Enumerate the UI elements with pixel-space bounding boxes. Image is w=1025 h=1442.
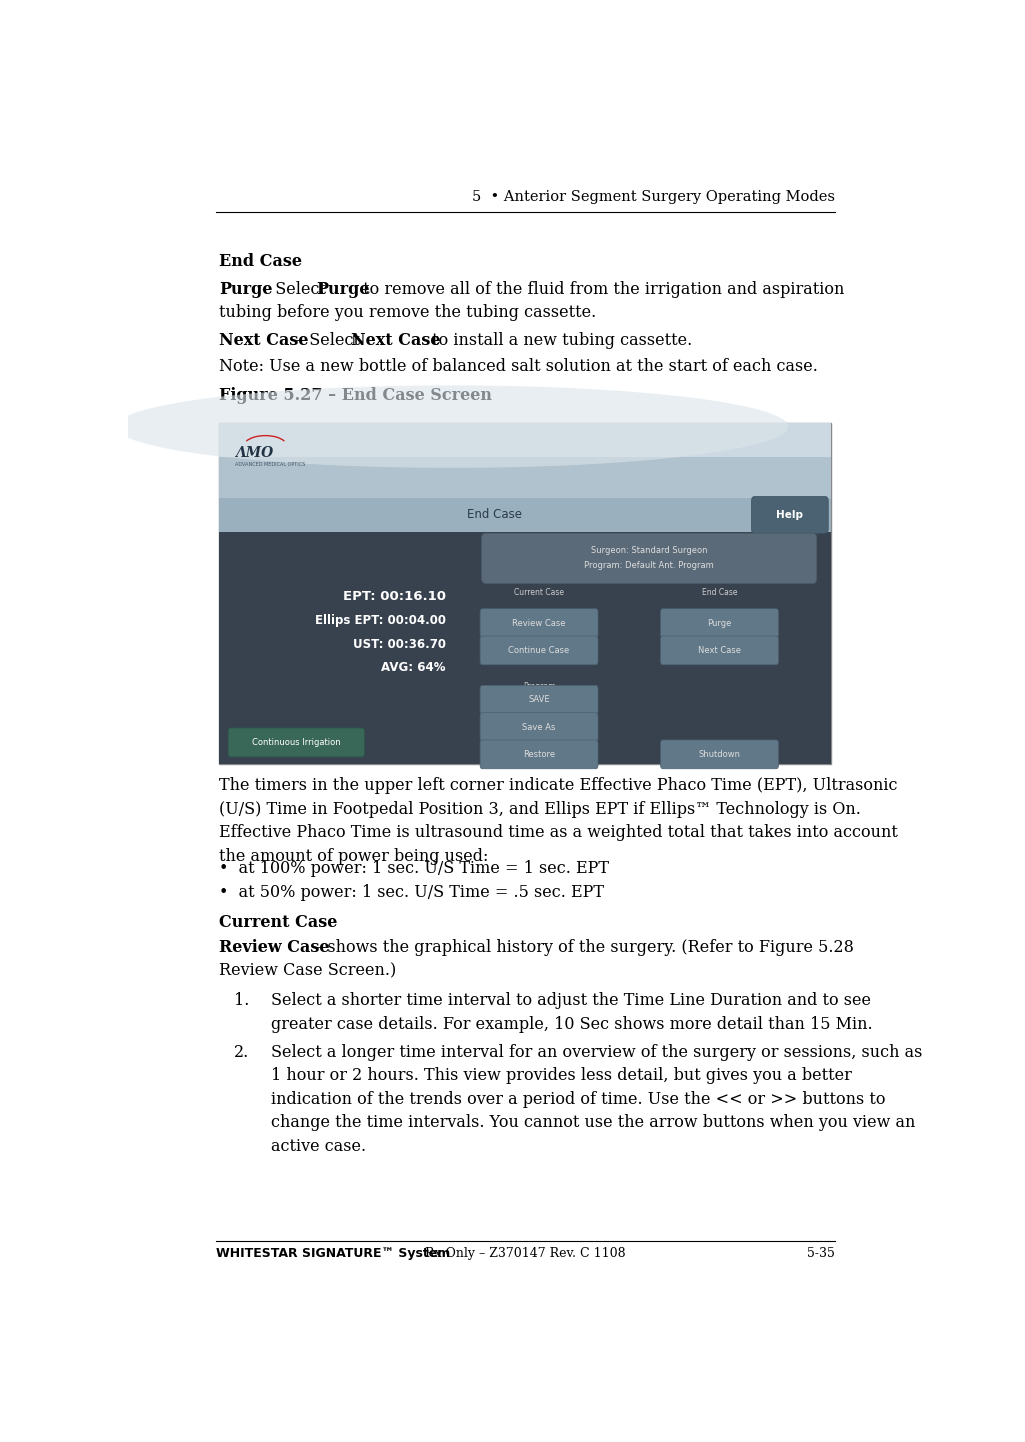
Text: WHITESTAR SIGNATURE™ System: WHITESTAR SIGNATURE™ System [215, 1247, 450, 1260]
FancyBboxPatch shape [660, 636, 778, 665]
Text: 5  • Anterior Segment Surgery Operating Modes: 5 • Anterior Segment Surgery Operating M… [473, 190, 835, 205]
Bar [219, 423, 831, 457]
Text: tubing before you remove the tubing cassette.: tubing before you remove the tubing cass… [219, 304, 597, 322]
Bar [219, 457, 831, 497]
Text: Next Case: Next Case [698, 646, 741, 655]
Text: Current Case: Current Case [515, 588, 564, 597]
Text: Program: Default Ant. Program: Program: Default Ant. Program [584, 561, 714, 570]
Text: Purge: Purge [317, 281, 370, 297]
FancyBboxPatch shape [229, 728, 364, 757]
Text: Shutdown: Shutdown [698, 750, 740, 758]
Text: End Case: End Case [467, 509, 522, 522]
Bar [219, 497, 831, 532]
FancyBboxPatch shape [482, 534, 817, 584]
Text: End Case: End Case [219, 252, 302, 270]
Text: Review Case: Review Case [219, 939, 330, 956]
Text: Note: Use a new bottle of balanced salt solution at the start of each case.: Note: Use a new bottle of balanced salt … [219, 359, 818, 375]
Text: 2.: 2. [234, 1044, 249, 1060]
FancyBboxPatch shape [660, 609, 778, 637]
Text: Next Case: Next Case [219, 332, 309, 349]
Text: AVG: 64%: AVG: 64% [381, 662, 446, 675]
FancyBboxPatch shape [480, 636, 598, 665]
Text: Continuous Irrigation: Continuous Irrigation [252, 738, 340, 747]
Text: ADVANCED MEDICAL OPTICS: ADVANCED MEDICAL OPTICS [235, 461, 305, 467]
Text: Select a shorter time interval to adjust the Time Line Duration and to see
great: Select a shorter time interval to adjust… [271, 992, 872, 1032]
FancyBboxPatch shape [480, 685, 598, 714]
Text: ΛMO: ΛMO [235, 446, 273, 460]
Text: – Select: – Select [296, 332, 365, 349]
Ellipse shape [116, 385, 788, 467]
Text: •  at 50% power: 1 sec. U/S Time = .5 sec. EPT: • at 50% power: 1 sec. U/S Time = .5 sec… [219, 884, 605, 901]
Text: Current Case: Current Case [219, 914, 338, 930]
Text: Help: Help [776, 510, 804, 521]
FancyBboxPatch shape [480, 609, 598, 637]
FancyBboxPatch shape [480, 712, 598, 741]
Text: •  at 100% power: 1 sec. U/S Time = 1 sec. EPT: • at 100% power: 1 sec. U/S Time = 1 sec… [219, 861, 610, 877]
Text: – shows the graphical history of the surgery. (Refer to Figure 5.28: – shows the graphical history of the sur… [310, 939, 854, 956]
Text: Continue Case: Continue Case [508, 646, 570, 655]
Bar [219, 423, 831, 764]
Text: Purge: Purge [219, 281, 273, 297]
Text: SAVE: SAVE [528, 695, 549, 704]
Text: Restore: Restore [523, 750, 556, 758]
Text: 1.: 1. [234, 992, 249, 1009]
Text: Review Case Screen.): Review Case Screen.) [219, 962, 397, 979]
Text: End Case: End Case [702, 588, 737, 597]
Text: Program: Program [523, 682, 556, 691]
Text: EPT: 00:16.10: EPT: 00:16.10 [342, 590, 446, 603]
Text: Review Case: Review Case [512, 619, 566, 627]
Text: The timers in the upper left corner indicate Effective Phaco Time (EPT), Ultraso: The timers in the upper left corner indi… [219, 777, 898, 865]
Text: 5-35: 5-35 [808, 1247, 835, 1260]
Text: Rx Only – Z370147 Rev. C 1108: Rx Only – Z370147 Rev. C 1108 [425, 1247, 625, 1260]
Text: to remove all of the fluid from the irrigation and aspiration: to remove all of the fluid from the irri… [359, 281, 845, 297]
FancyBboxPatch shape [751, 496, 828, 534]
Text: Select a longer time interval for an overview of the surgery or sessions, such a: Select a longer time interval for an ove… [271, 1044, 922, 1155]
Text: Save As: Save As [523, 722, 556, 731]
FancyBboxPatch shape [660, 740, 778, 769]
Text: to install a new tubing cassette.: to install a new tubing cassette. [426, 332, 692, 349]
Text: Surgeon: Standard Surgeon: Surgeon: Standard Surgeon [591, 547, 707, 555]
Bar [219, 532, 831, 764]
Text: Ellips EPT: 00:04.00: Ellips EPT: 00:04.00 [315, 614, 446, 627]
Text: Figure 5.27 – End Case Screen: Figure 5.27 – End Case Screen [219, 388, 492, 404]
Text: Next Case: Next Case [351, 332, 440, 349]
FancyBboxPatch shape [480, 740, 598, 769]
Text: UST: 00:36.70: UST: 00:36.70 [353, 637, 446, 650]
Text: – Select: – Select [261, 281, 331, 297]
Text: Purge: Purge [707, 619, 732, 627]
